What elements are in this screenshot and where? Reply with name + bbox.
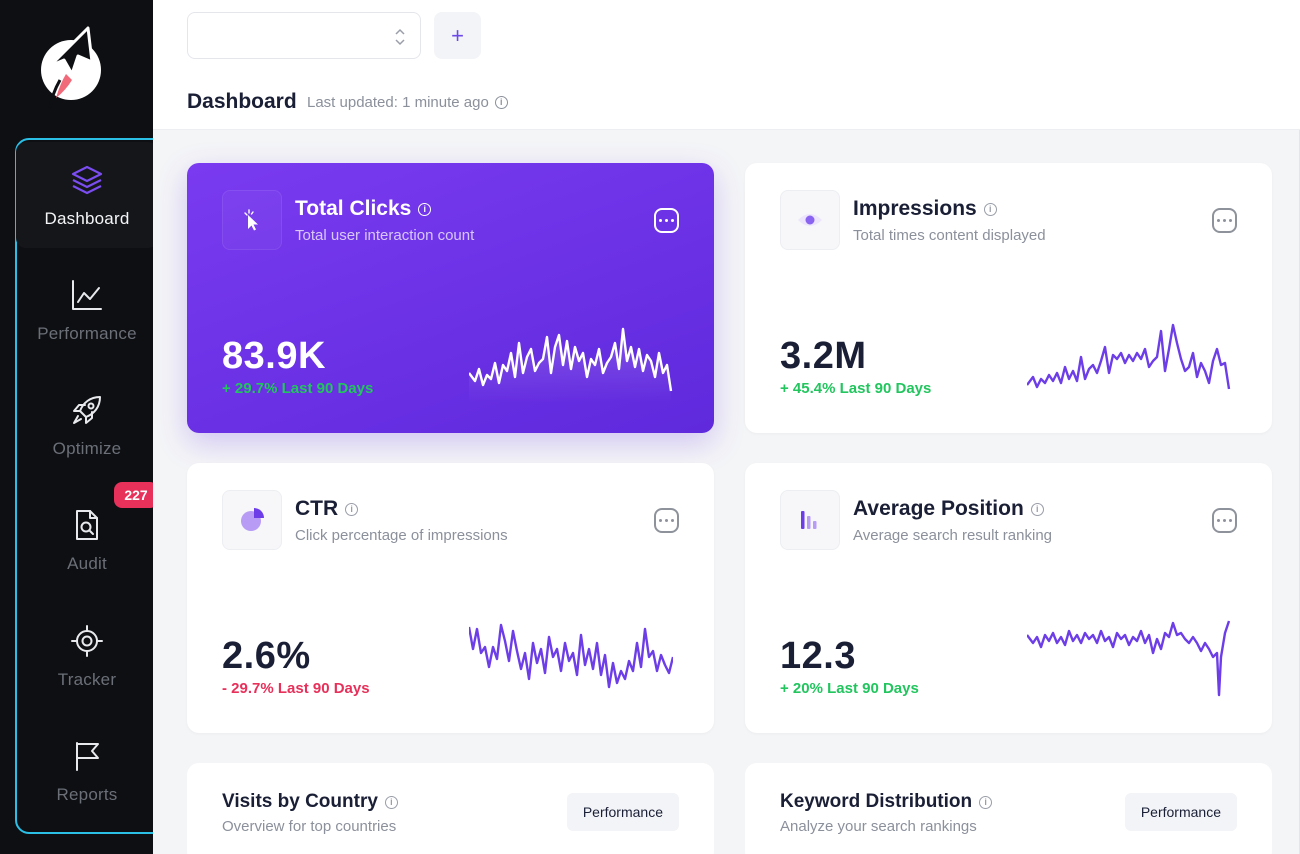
sidebar-item-reports[interactable]: Reports bbox=[16, 718, 158, 824]
card-title: Visits by Country i bbox=[222, 791, 398, 813]
metric-delta: + 20% Last 90 Days bbox=[780, 680, 919, 697]
sidebar-item-label: Reports bbox=[56, 785, 118, 804]
card-title-text: Average Position bbox=[853, 497, 1024, 520]
layers-icon bbox=[68, 161, 106, 199]
performance-button[interactable]: Performance bbox=[1124, 793, 1237, 831]
sidebar-item-label: Dashboard bbox=[44, 209, 130, 228]
performance-button[interactable]: Performance bbox=[566, 793, 679, 831]
card-title-text: Total Clicks bbox=[295, 197, 412, 220]
card-title-text: Impressions bbox=[853, 197, 977, 220]
sidebar-item-dashboard[interactable]: Dashboard bbox=[16, 142, 158, 248]
card-subtitle: Average search result ranking bbox=[853, 527, 1052, 544]
sidebar-item-label: Performance bbox=[37, 324, 137, 343]
sparkline bbox=[1027, 620, 1231, 697]
card-subtitle: Analyze your search rankings bbox=[780, 818, 977, 835]
metric-delta: - 29.7% Last 90 Days bbox=[222, 680, 370, 697]
average-position-card: Average Position i Average search result … bbox=[745, 463, 1272, 733]
rocket-logo[interactable] bbox=[36, 22, 106, 112]
ctr-card: CTR i Click percentage of impressions 2.6… bbox=[187, 463, 714, 733]
pie-icon bbox=[222, 490, 282, 550]
main-content: + Dashboard Last updated: 1 minute ago i… bbox=[153, 0, 1300, 854]
sidebar-item-audit[interactable]: Audit bbox=[16, 487, 158, 593]
sidebar-item-optimize[interactable]: Optimize bbox=[16, 372, 158, 478]
card-subtitle: Click percentage of impressions bbox=[295, 527, 508, 544]
card-title: CTR i bbox=[295, 497, 359, 521]
info-icon[interactable]: i bbox=[345, 502, 359, 516]
metric-value: 3.2M bbox=[780, 335, 867, 377]
metric-value: 12.3 bbox=[780, 635, 856, 677]
visits-by-country-card: Visits by Country i Overview for top coun… bbox=[187, 763, 714, 854]
card-title: Keyword Distribution i bbox=[780, 791, 993, 813]
card-title-text: Visits by Country bbox=[222, 791, 378, 812]
rocket-icon bbox=[68, 391, 106, 429]
more-options-button[interactable] bbox=[1212, 508, 1237, 533]
card-title: Average Position i bbox=[853, 497, 1044, 521]
add-button[interactable]: + bbox=[434, 12, 481, 59]
sidebar-item-label: Audit bbox=[67, 554, 107, 573]
info-icon[interactable]: i bbox=[979, 795, 993, 809]
metric-delta: + 29.7% Last 90 Days bbox=[222, 380, 374, 397]
keyword-distribution-card: Keyword Distribution i Analyze your searc… bbox=[745, 763, 1272, 854]
sidebar-item-performance[interactable]: Performance bbox=[16, 257, 158, 363]
total-clicks-card: Total Clicks i Total user interaction cou… bbox=[187, 163, 714, 433]
cursor-icon bbox=[222, 190, 282, 250]
bar-chart-icon bbox=[780, 490, 840, 550]
metric-delta: + 45.4% Last 90 Days bbox=[780, 380, 932, 397]
sparkline bbox=[1027, 323, 1231, 390]
card-title-text: Keyword Distribution bbox=[780, 791, 973, 812]
sparkline bbox=[469, 623, 673, 689]
metric-value: 83.9K bbox=[222, 335, 326, 377]
sidebar-item-label: Tracker bbox=[57, 670, 117, 689]
more-options-button[interactable] bbox=[1212, 208, 1237, 233]
info-icon[interactable]: i bbox=[418, 202, 432, 216]
metric-value: 2.6% bbox=[222, 635, 311, 677]
sidebar: Dashboard Performance Optimize bbox=[0, 0, 173, 854]
top-bar: + Dashboard Last updated: 1 minute ago i bbox=[153, 0, 1300, 130]
sidebar-item-tracker[interactable]: Tracker bbox=[16, 603, 158, 709]
select-chevrons-icon bbox=[395, 28, 405, 46]
site-select[interactable] bbox=[187, 12, 421, 59]
more-options-button[interactable] bbox=[654, 508, 679, 533]
last-updated-text: Last updated: 1 minute ago bbox=[307, 94, 489, 111]
info-icon[interactable]: i bbox=[494, 96, 508, 109]
card-subtitle: Total user interaction count bbox=[295, 227, 475, 244]
card-title: Impressions i bbox=[853, 197, 997, 221]
line-chart-icon bbox=[68, 276, 106, 314]
sparkline bbox=[469, 327, 673, 403]
impressions-card: Impressions i Total times content display… bbox=[745, 163, 1272, 433]
target-icon bbox=[68, 622, 106, 660]
page-title: Dashboard bbox=[187, 90, 297, 113]
card-title-text: CTR bbox=[295, 497, 339, 520]
flag-icon bbox=[68, 737, 106, 775]
card-title: Total Clicks i bbox=[295, 197, 432, 221]
card-subtitle: Overview for top countries bbox=[222, 818, 397, 835]
last-updated: Last updated: 1 minute ago i bbox=[307, 94, 508, 111]
info-icon[interactable]: i bbox=[983, 202, 997, 216]
document-search-icon bbox=[68, 506, 106, 544]
card-subtitle: Total times content displayed bbox=[853, 227, 1046, 244]
more-options-button[interactable] bbox=[654, 208, 679, 233]
eye-icon bbox=[780, 190, 840, 250]
audit-count-badge: 227 bbox=[114, 482, 158, 508]
info-icon[interactable]: i bbox=[384, 795, 398, 809]
info-icon[interactable]: i bbox=[1030, 502, 1044, 516]
sidebar-item-label: Optimize bbox=[52, 439, 122, 458]
